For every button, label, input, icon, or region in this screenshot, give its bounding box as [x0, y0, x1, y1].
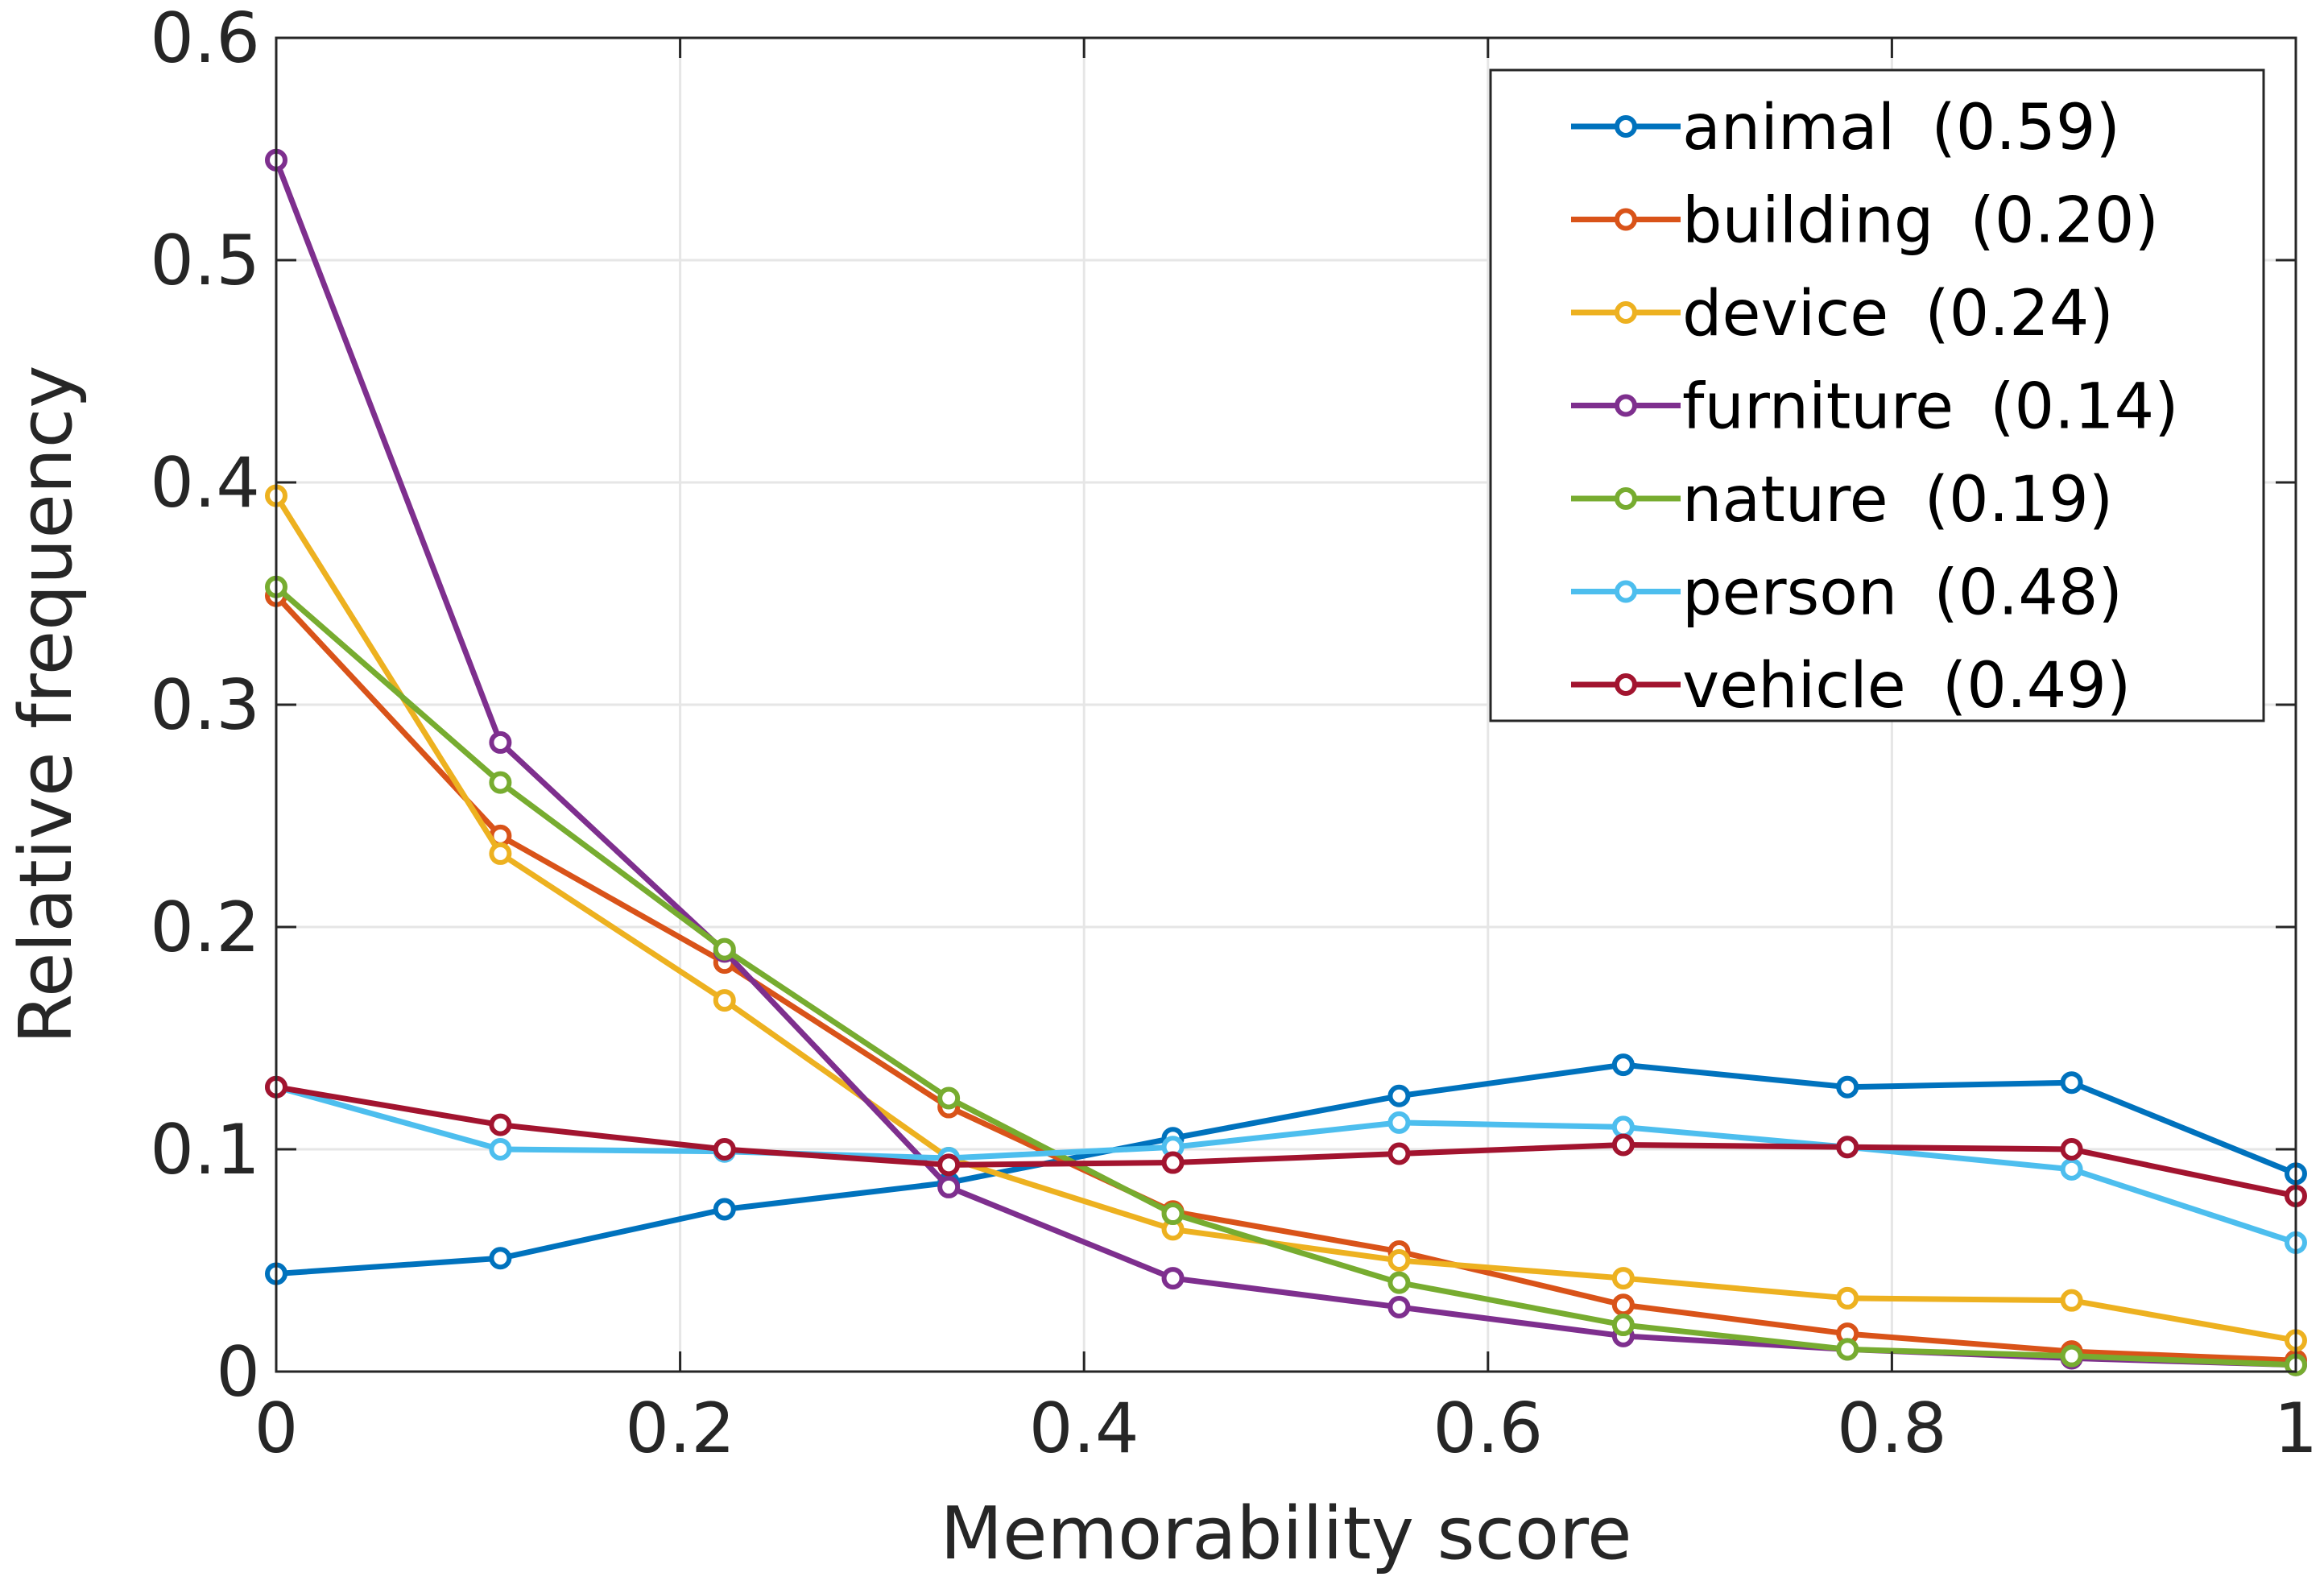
data-point-furniture	[1387, 1295, 1411, 1318]
legend-swatch-marker	[1615, 580, 1637, 603]
legend-swatch-marker	[1615, 673, 1637, 696]
data-point-vehicle	[1836, 1136, 1859, 1159]
data-point-animal	[1611, 1053, 1635, 1077]
data-point-vehicle	[1611, 1133, 1635, 1157]
data-point-nature	[1387, 1271, 1411, 1294]
legend-swatch-marker	[1615, 301, 1637, 324]
legend-label: vehicle	[1682, 650, 1906, 722]
data-point-person	[1611, 1115, 1635, 1139]
legend-label: device	[1682, 278, 1888, 350]
data-point-building	[1611, 1293, 1635, 1317]
y-tick-label: 0.1	[150, 1110, 260, 1190]
series-line-person	[275, 1084, 2297, 1246]
legend-label: nature	[1682, 464, 1888, 536]
legend: animal (0.59) building (0.20) device (0.24) fu…	[1489, 68, 2265, 722]
data-point-animal	[713, 1198, 736, 1221]
x-tick-label: 1	[2274, 1388, 2318, 1469]
data-point-animal	[1836, 1075, 1859, 1099]
data-point-animal	[489, 1247, 512, 1270]
data-point-vehicle	[2060, 1138, 2083, 1161]
data-point-vehicle	[937, 1153, 961, 1177]
legend-entry-person: person (0.48)	[1571, 557, 2123, 630]
data-point-vehicle	[713, 1138, 736, 1161]
data-point-nature	[713, 937, 736, 961]
y-tick-label: 0	[216, 1332, 260, 1413]
y-tick-label: 0.3	[150, 665, 260, 746]
data-point-nature	[937, 1086, 961, 1110]
data-point-vehicle	[1161, 1151, 1185, 1174]
legend-value: (0.24)	[1925, 278, 2114, 350]
series-line-building	[274, 594, 2297, 1364]
series-line-animal	[275, 1061, 2297, 1277]
series-layer	[265, 148, 2307, 1376]
legend-entry-vehicle: vehicle (0.49)	[1571, 650, 2131, 722]
data-point-person	[489, 1138, 512, 1161]
legend-value: (0.48)	[1933, 557, 2123, 630]
data-point-vehicle	[489, 1113, 512, 1136]
legend-label: animal	[1682, 92, 1895, 164]
data-point-nature	[489, 771, 512, 794]
series-line-vehicle	[275, 1084, 2297, 1199]
data-point-device	[1387, 1249, 1411, 1272]
data-point-nature	[1836, 1338, 1859, 1361]
legend-entry-nature: nature (0.19)	[1571, 464, 2113, 536]
legend-swatch-marker	[1615, 208, 1637, 231]
legend-entry-building: building (0.20)	[1571, 185, 2159, 258]
data-point-furniture	[1161, 1267, 1185, 1290]
data-point-device	[1611, 1267, 1635, 1290]
data-point-nature	[1161, 1202, 1185, 1226]
x-tick-label: 0	[254, 1388, 299, 1469]
data-point-device	[2060, 1289, 2083, 1312]
x-tick-labels: 0 0.2 0.4 0.6 0.8 1	[254, 1388, 2318, 1469]
data-point-person	[2060, 1157, 2083, 1181]
series-line-nature	[274, 585, 2297, 1368]
legend-value: (0.59)	[1931, 92, 2120, 164]
data-point-furniture	[489, 730, 512, 754]
y-tick-labels: 0 0.1 0.2 0.3 0.4 0.5 0.6	[150, 0, 260, 1413]
y-tick-label: 0.6	[150, 0, 260, 79]
data-point-animal	[1387, 1084, 1411, 1107]
y-tick-label: 0.5	[150, 221, 260, 301]
series-vehicle	[265, 1075, 2307, 1207]
legend-value: (0.19)	[1925, 464, 2114, 536]
x-tick-label: 0.2	[625, 1388, 735, 1469]
y-tick-label: 0.4	[150, 443, 260, 524]
series-line-device	[274, 494, 2297, 1343]
data-point-person	[1387, 1111, 1411, 1134]
x-tick-label: 0.8	[1837, 1388, 1947, 1469]
legend-value: (0.20)	[1970, 185, 2159, 258]
x-axis-title: Memorability score	[940, 1492, 1631, 1576]
legend-box	[1489, 68, 2265, 722]
legend-swatch-marker	[1615, 115, 1637, 138]
y-tick-label: 0.2	[150, 888, 260, 968]
legend-label: furniture	[1682, 371, 1954, 444]
data-point-animal	[2060, 1071, 2083, 1095]
data-point-device	[1836, 1286, 1859, 1310]
legend-label: person	[1682, 557, 1897, 630]
legend-swatch-marker	[1615, 487, 1637, 510]
series-device	[265, 484, 2307, 1352]
legend-entry-animal: animal (0.59)	[1571, 92, 2120, 164]
data-point-device	[713, 989, 736, 1012]
x-tick-label: 0.6	[1433, 1388, 1543, 1469]
axis-ticks	[275, 36, 2297, 1373]
x-tick-label: 0.4	[1029, 1388, 1139, 1469]
data-point-device	[489, 842, 512, 865]
data-point-furniture	[937, 1175, 961, 1198]
legend-swatch-marker	[1615, 394, 1637, 417]
data-point-vehicle	[1387, 1142, 1411, 1165]
legend-value: (0.14)	[1990, 371, 2179, 444]
legend-value: (0.49)	[1942, 650, 2132, 722]
data-point-nature	[2060, 1344, 2083, 1368]
legend-entry-furniture: furniture (0.14)	[1571, 371, 2179, 444]
legend-entry-device: device (0.24)	[1571, 278, 2114, 350]
data-point-nature	[1611, 1314, 1635, 1337]
legend-label: building	[1682, 185, 1933, 258]
y-axis-title: Relative frequency	[4, 366, 89, 1045]
